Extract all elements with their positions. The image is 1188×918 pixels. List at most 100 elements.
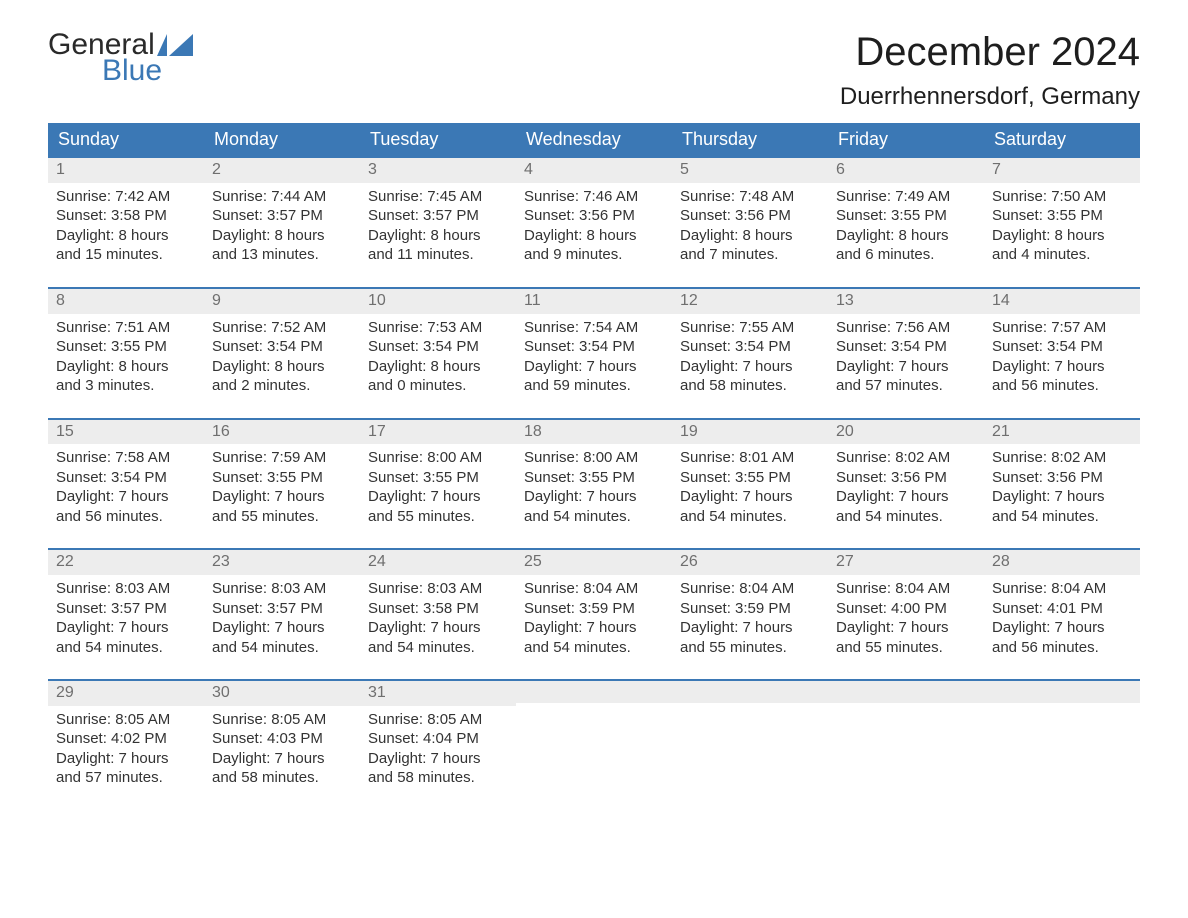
day-day2: and 54 minutes. [836,507,976,527]
day-number: 21 [984,420,1140,445]
day-cell: 10Sunrise: 7:53 AMSunset: 3:54 PMDayligh… [360,289,516,404]
day-day1: Daylight: 8 hours [56,357,196,377]
day-sunset: Sunset: 3:56 PM [836,468,976,488]
day-sunrise: Sunrise: 8:02 AM [836,448,976,468]
day-sunrise: Sunrise: 7:46 AM [524,187,664,207]
day-sunset: Sunset: 3:58 PM [56,206,196,226]
weekday-cell: Wednesday [516,123,672,156]
month-title: December 2024 [840,30,1140,75]
day-sunset: Sunset: 3:57 PM [368,206,508,226]
day-day2: and 15 minutes. [56,245,196,265]
day-cell: 7Sunrise: 7:50 AMSunset: 3:55 PMDaylight… [984,158,1140,273]
day-number: 8 [48,289,204,314]
day-sunrise: Sunrise: 7:50 AM [992,187,1132,207]
day-sunset: Sunset: 3:57 PM [212,206,352,226]
day-sunrise: Sunrise: 7:59 AM [212,448,352,468]
day-cell: 16Sunrise: 7:59 AMSunset: 3:55 PMDayligh… [204,420,360,535]
day-sunrise: Sunrise: 8:05 AM [212,710,352,730]
day-number: 11 [516,289,672,314]
day-day2: and 55 minutes. [368,507,508,527]
day-number [984,681,1140,703]
day-day1: Daylight: 7 hours [212,749,352,769]
day-sunrise: Sunrise: 7:44 AM [212,187,352,207]
day-day2: and 57 minutes. [56,768,196,788]
day-day2: and 54 minutes. [992,507,1132,527]
day-sunrise: Sunrise: 7:54 AM [524,318,664,338]
day-number: 7 [984,158,1140,183]
day-day2: and 9 minutes. [524,245,664,265]
day-day2: and 4 minutes. [992,245,1132,265]
day-sunrise: Sunrise: 7:42 AM [56,187,196,207]
day-cell: 25Sunrise: 8:04 AMSunset: 3:59 PMDayligh… [516,550,672,665]
day-number: 23 [204,550,360,575]
day-sunset: Sunset: 4:03 PM [212,729,352,749]
day-sunrise: Sunrise: 8:04 AM [836,579,976,599]
day-sunrise: Sunrise: 7:56 AM [836,318,976,338]
day-number [672,681,828,703]
day-sunset: Sunset: 3:54 PM [836,337,976,357]
day-cell: 30Sunrise: 8:05 AMSunset: 4:03 PMDayligh… [204,681,360,796]
day-sunrise: Sunrise: 7:57 AM [992,318,1132,338]
day-cell [984,681,1140,796]
day-day1: Daylight: 7 hours [992,487,1132,507]
day-sunset: Sunset: 4:04 PM [368,729,508,749]
day-cell: 5Sunrise: 7:48 AMSunset: 3:56 PMDaylight… [672,158,828,273]
day-sunrise: Sunrise: 7:48 AM [680,187,820,207]
day-sunrise: Sunrise: 8:03 AM [56,579,196,599]
day-day2: and 0 minutes. [368,376,508,396]
day-day2: and 54 minutes. [524,638,664,658]
day-cell: 17Sunrise: 8:00 AMSunset: 3:55 PMDayligh… [360,420,516,535]
week-row: 29Sunrise: 8:05 AMSunset: 4:02 PMDayligh… [48,679,1140,796]
day-day2: and 56 minutes. [56,507,196,527]
weekday-cell: Sunday [48,123,204,156]
day-day2: and 6 minutes. [836,245,976,265]
day-day2: and 58 minutes. [212,768,352,788]
day-number: 20 [828,420,984,445]
day-number: 27 [828,550,984,575]
day-sunrise: Sunrise: 8:00 AM [368,448,508,468]
day-cell: 31Sunrise: 8:05 AMSunset: 4:04 PMDayligh… [360,681,516,796]
title-block: December 2024 Duerrhennersdorf, Germany [840,30,1140,111]
day-day2: and 54 minutes. [56,638,196,658]
day-cell: 24Sunrise: 8:03 AMSunset: 3:58 PMDayligh… [360,550,516,665]
day-day1: Daylight: 8 hours [368,357,508,377]
weekday-cell: Tuesday [360,123,516,156]
day-number: 24 [360,550,516,575]
day-cell: 22Sunrise: 8:03 AMSunset: 3:57 PMDayligh… [48,550,204,665]
day-day1: Daylight: 7 hours [212,487,352,507]
day-sunrise: Sunrise: 8:01 AM [680,448,820,468]
day-sunrise: Sunrise: 8:05 AM [368,710,508,730]
weekday-cell: Friday [828,123,984,156]
weekday-cell: Monday [204,123,360,156]
day-day2: and 54 minutes. [368,638,508,658]
day-day1: Daylight: 7 hours [368,749,508,769]
day-sunset: Sunset: 3:55 PM [836,206,976,226]
day-sunrise: Sunrise: 8:04 AM [680,579,820,599]
day-day1: Daylight: 7 hours [368,487,508,507]
day-day1: Daylight: 7 hours [56,749,196,769]
day-sunset: Sunset: 4:01 PM [992,599,1132,619]
day-number: 18 [516,420,672,445]
day-sunset: Sunset: 3:59 PM [524,599,664,619]
day-number: 1 [48,158,204,183]
day-cell: 26Sunrise: 8:04 AMSunset: 3:59 PMDayligh… [672,550,828,665]
day-number: 10 [360,289,516,314]
day-day1: Daylight: 7 hours [212,618,352,638]
day-sunrise: Sunrise: 7:49 AM [836,187,976,207]
day-day2: and 56 minutes. [992,638,1132,658]
weeks-container: 1Sunrise: 7:42 AMSunset: 3:58 PMDaylight… [48,156,1140,796]
day-sunset: Sunset: 3:56 PM [680,206,820,226]
day-sunrise: Sunrise: 8:04 AM [524,579,664,599]
day-sunset: Sunset: 3:54 PM [368,337,508,357]
day-cell: 6Sunrise: 7:49 AMSunset: 3:55 PMDaylight… [828,158,984,273]
day-day1: Daylight: 8 hours [524,226,664,246]
weekday-cell: Saturday [984,123,1140,156]
day-day1: Daylight: 7 hours [992,357,1132,377]
day-cell: 29Sunrise: 8:05 AMSunset: 4:02 PMDayligh… [48,681,204,796]
day-day2: and 58 minutes. [680,376,820,396]
day-number [828,681,984,703]
day-day1: Daylight: 8 hours [212,357,352,377]
day-sunset: Sunset: 3:56 PM [992,468,1132,488]
day-sunset: Sunset: 3:58 PM [368,599,508,619]
day-sunrise: Sunrise: 8:00 AM [524,448,664,468]
